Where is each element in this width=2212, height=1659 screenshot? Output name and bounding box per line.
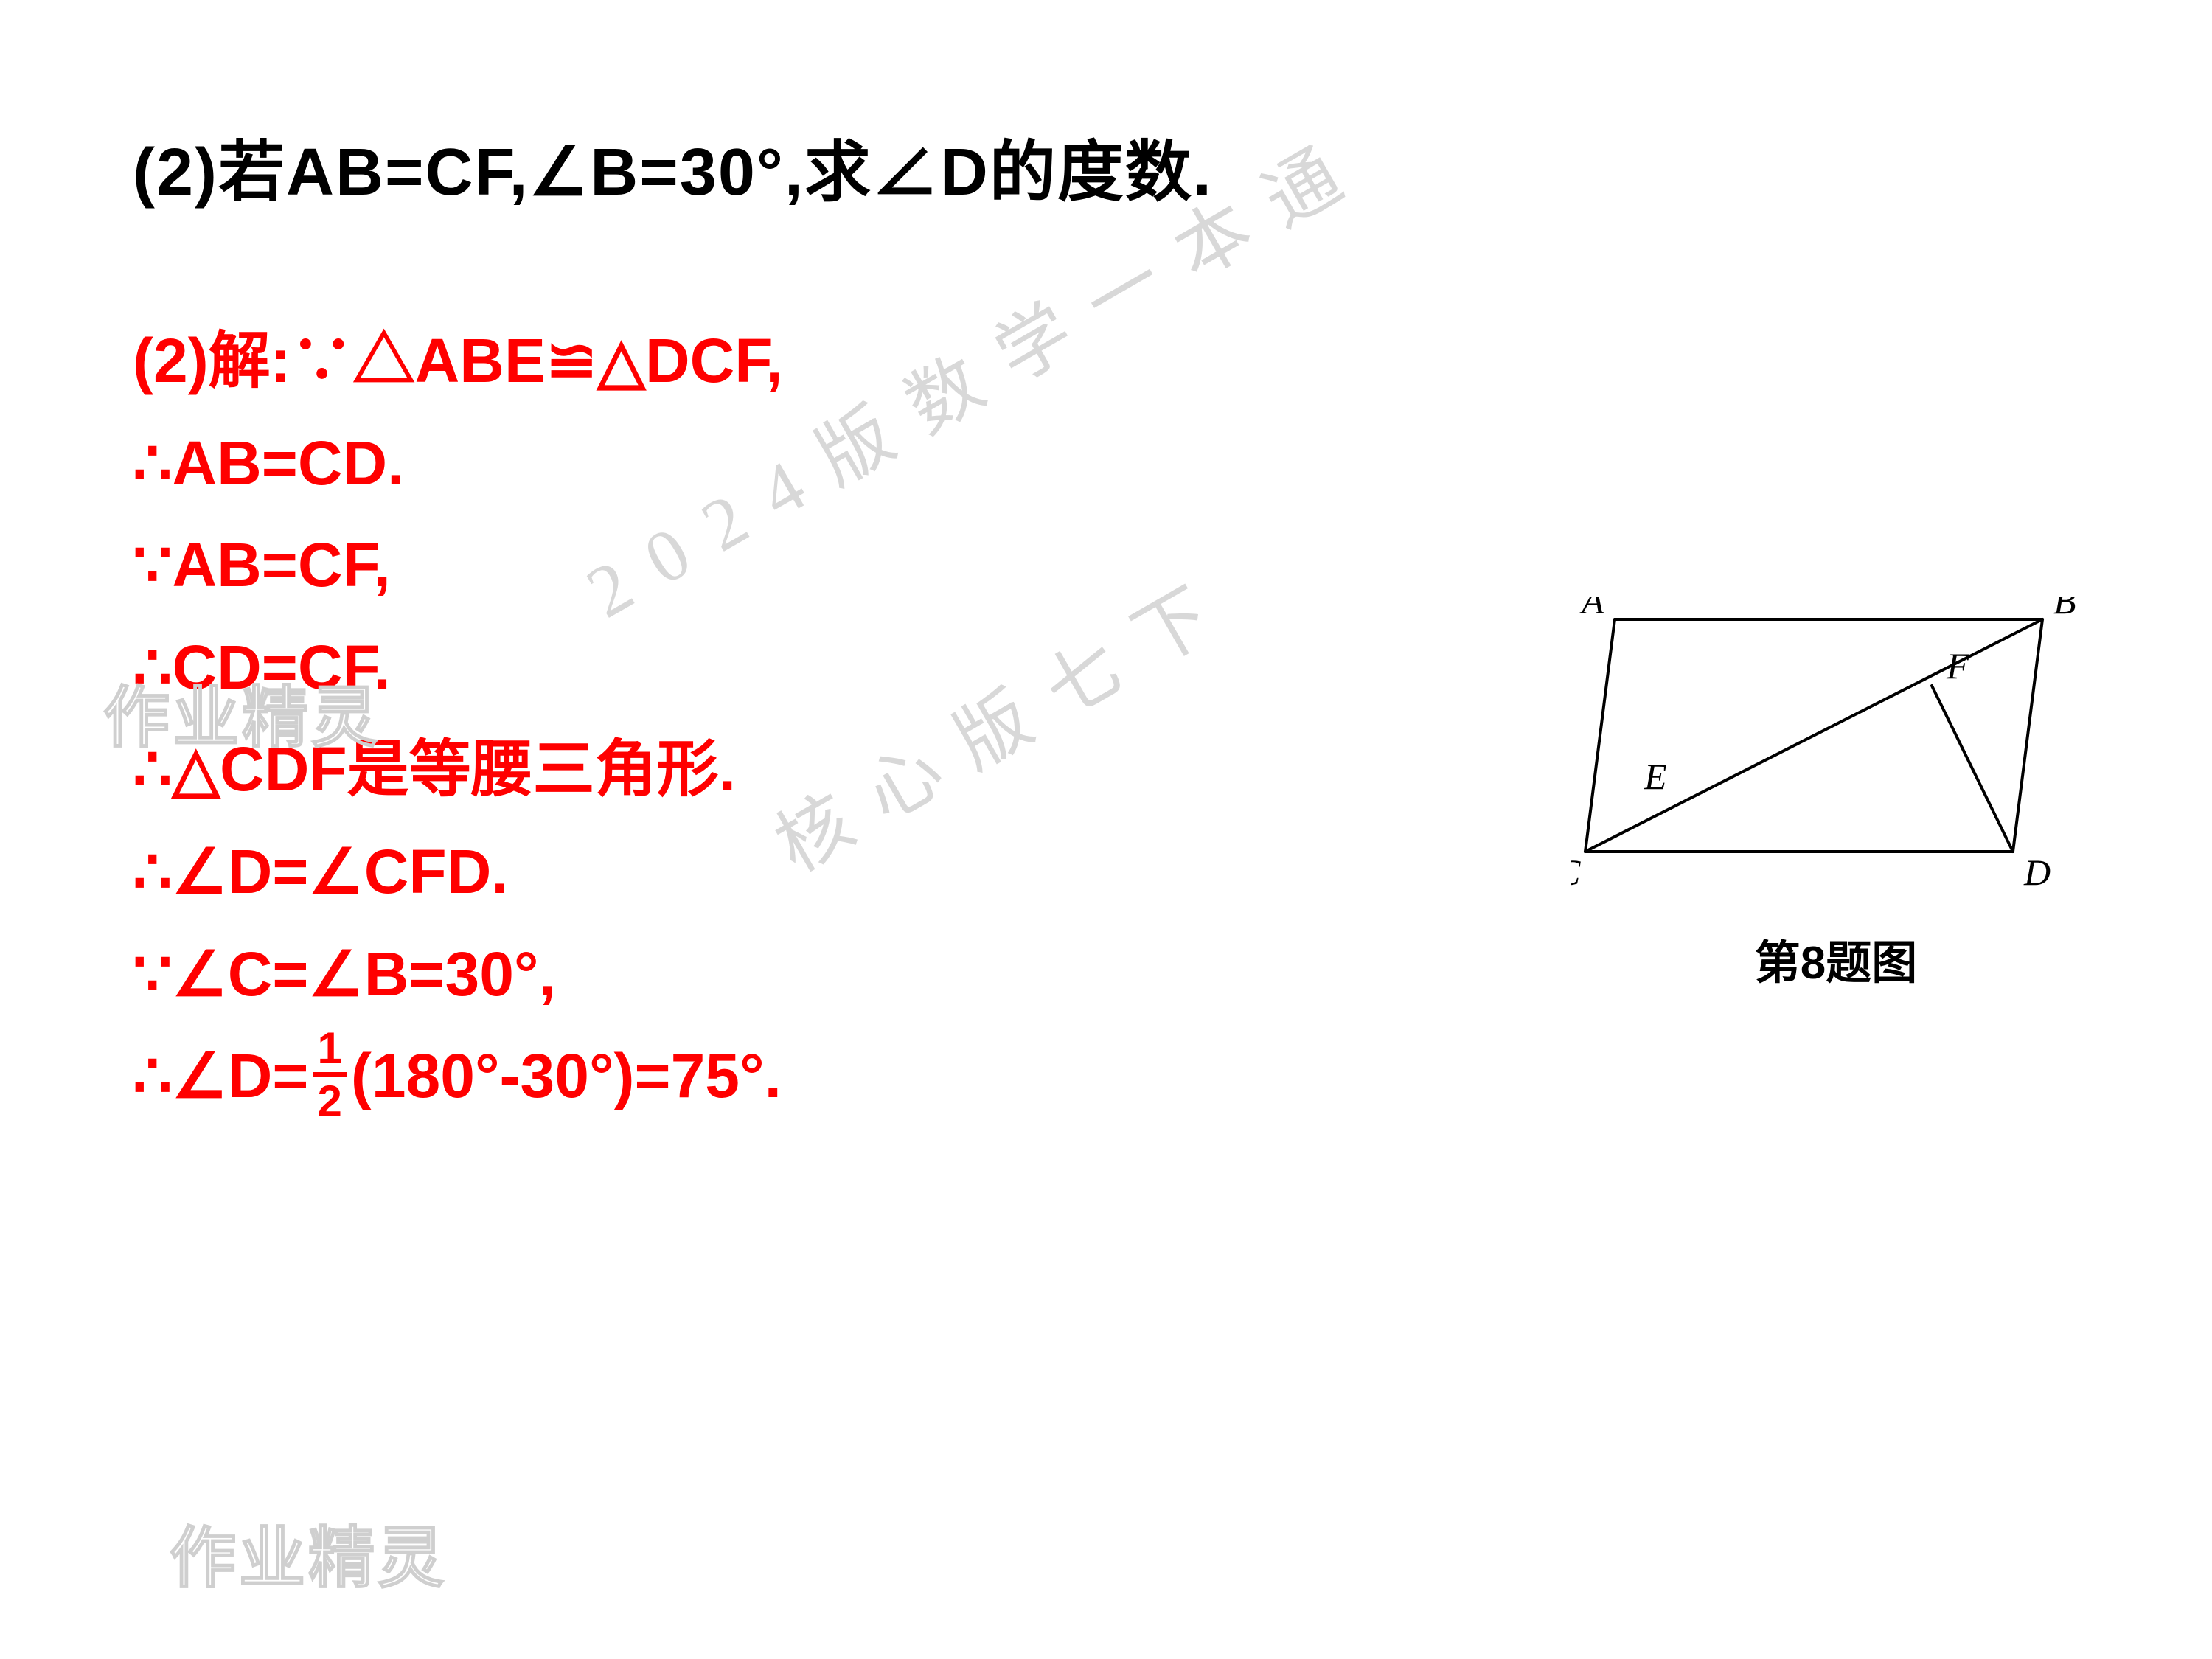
fraction-denominator: 2 (313, 1077, 346, 1124)
fraction: 12 (313, 1026, 346, 1124)
last-line-prefix: ∴∠D= (133, 1041, 308, 1110)
watermark-outline-1: 作业精灵 (103, 664, 380, 759)
solution-line-1: (2)解:∵△ABE≌△DCF, (133, 310, 2124, 412)
solution-line-7: ∵∠C=∠B=30°, (133, 923, 2124, 1026)
watermark-outline-2: 作业精灵 (170, 1504, 447, 1600)
solution-line-6: ∴∠D=∠CFD. (133, 821, 2124, 923)
solution-line-2: ∴AB=CD. (133, 412, 2124, 515)
last-line-suffix: (180°-30°)=75°. (351, 1041, 782, 1110)
fraction-numerator: 1 (313, 1026, 346, 1077)
question-text: (2)若AB=CF,∠B=30°,求∠D的度数. (133, 118, 2124, 214)
solution-line-3: ∵AB=CF, (133, 514, 2124, 616)
solution-line-8: ∴∠D=12(180°-30°)=75°. (133, 1025, 2124, 1130)
solution-line-5: ∴△CDF是等腰三角形. (133, 718, 2124, 821)
solution-block: (2)解:∵△ABE≌△DCF, ∴AB=CD. ∵AB=CF, ∴CD=CF.… (133, 310, 2124, 1130)
solution-line-4: ∴CD=CF. (133, 616, 2124, 719)
